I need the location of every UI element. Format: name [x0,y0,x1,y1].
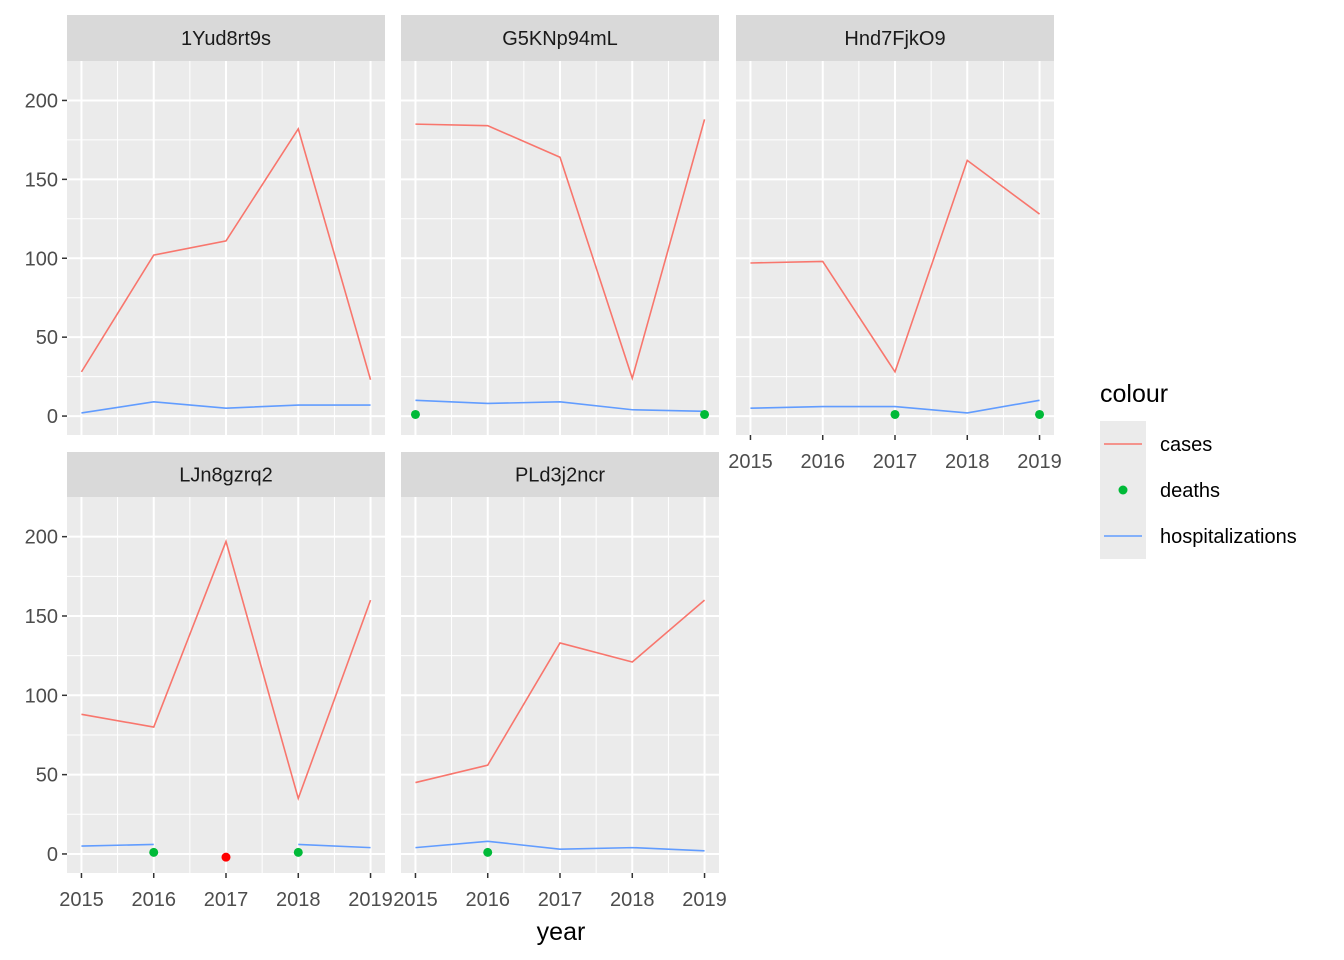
cases-line [80,126,372,380]
x-tick-label: 2015 [59,889,104,911]
y-tick-label: 100 [25,685,58,707]
x-tick-label: 2015 [393,889,438,911]
y-tick-label: 100 [25,248,58,270]
facet-panel-1: 1Yud8rt9s 0 50 100 150 200 [25,15,385,435]
facet-strip-label: LJn8gzrq2 [179,465,272,487]
x-tick-label: 2017 [538,889,583,911]
y-tick-label: 50 [36,327,58,349]
facet-panel-5: PLd3j2ncr 2015 2016 2017 2018 2019 [393,452,727,911]
deaths-point [1035,409,1045,419]
x-tick-label: 2015 [728,451,773,473]
legend-label-cases: cases [1160,434,1212,456]
x-tick-label: 2019 [348,889,393,911]
extra-point [221,852,231,862]
facet-strip [401,15,719,61]
facet-strip-label: PLd3j2ncr [515,465,605,487]
x-tick-label: 2017 [873,451,918,473]
y-tick-label: 200 [25,90,58,112]
hospitalizations-line [81,401,371,414]
y-tick-label: 50 [36,765,58,787]
x-tick-label: 2018 [945,451,990,473]
legend: colour cases deaths hospitalizations [1100,380,1297,559]
legend-title: colour [1100,380,1168,408]
x-tick-label: 2016 [131,889,176,911]
x-tick-label: 2018 [276,889,321,911]
x-tick-label: 2016 [800,451,845,473]
y-tick-label: 150 [25,606,58,628]
deaths-point [293,847,303,857]
facet-strip [736,15,1054,61]
cases-line [415,599,706,784]
x-tick-label: 2019 [682,889,727,911]
x-tick-label: 2017 [204,889,249,911]
y-tick-label: 150 [25,169,58,191]
cases-line [415,119,706,381]
facet-strip-label: Hnd7FjkO9 [844,28,945,50]
facet-strip-label: 1Yud8rt9s [181,28,271,50]
facet-panels: 1Yud8rt9s 0 50 100 150 200 G5KNp94mL Hnd7FjkO9 2… [25,15,1062,911]
cases-line [750,159,1041,374]
facet-panel-2: G5KNp94mL [401,15,719,435]
deaths-point [149,847,159,857]
y-tick-label: 0 [47,844,58,866]
legend-label-hospitalizations: hospitalizations [1160,526,1297,548]
x-tick-label: 2016 [465,889,510,911]
deaths-point [410,409,420,419]
deaths-point [890,409,900,419]
hospitalizations-line [81,843,154,847]
facet-strip [67,452,385,497]
y-tick-label: 0 [47,406,58,428]
hospitalizations-line [750,399,1040,414]
legend-label-deaths: deaths [1160,480,1220,502]
hospitalizations-line [415,399,705,413]
x-axis-title: year [537,918,586,946]
x-tick-label: 2019 [1017,451,1062,473]
deaths-point [483,847,493,857]
cases-line [81,538,372,802]
facet-panel-3: Hnd7FjkO9 2015 2016 2017 2018 2019 [728,15,1062,473]
hospitalizations-line [298,843,371,849]
facet-strip-label: G5KNp94mL [502,28,618,50]
facet-strip [67,15,385,61]
legend-swatch-point [1118,485,1128,495]
deaths-point [700,409,710,419]
hospitalizations-line [415,840,705,852]
x-tick-label: 2018 [610,889,655,911]
y-tick-label: 200 [25,527,58,549]
facet-strip [401,452,719,497]
facet-panel-4: LJn8gzrq2 0 50 100 150 200 2015 2016 2017 2018 201… [25,452,393,911]
